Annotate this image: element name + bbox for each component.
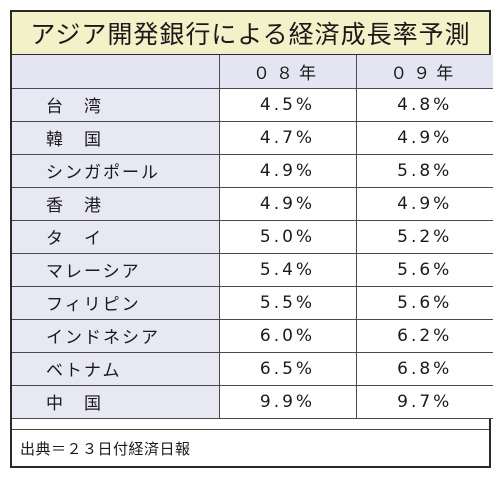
table-row: インドネシア 6.0% 6.2% [12, 318, 493, 353]
value-2008: 5.0% [218, 219, 357, 254]
value-2009: 4.8% [355, 88, 493, 122]
value-2008: 6.0% [218, 318, 357, 353]
value-2009: 5.6% [355, 285, 493, 320]
value-2009: 6.2% [355, 318, 493, 353]
forecast-table-frame: アジア開発銀行による経済成長率予測 ０８年 ０９年 台 湾 4.5% 4.8% … [10, 10, 493, 468]
country-name: ベトナム [12, 351, 220, 386]
country-name: フィリピン [12, 285, 220, 320]
country-name: 韓 国 [12, 120, 220, 155]
value-2008: 5.4% [218, 252, 357, 287]
value-2008: 4.9% [218, 186, 357, 221]
value-2008: 9.9% [218, 384, 357, 419]
country-name: タ イ [12, 219, 220, 254]
country-name: インドネシア [12, 318, 220, 353]
header-label-cell [12, 55, 220, 89]
table-row: フィリピン 5.5% 5.6% [12, 285, 493, 320]
table-row: 台 湾 4.5% 4.8% [12, 88, 493, 122]
value-2008: 4.5% [218, 88, 357, 122]
value-2009: 5.2% [355, 219, 493, 254]
country-name: マレーシア [12, 252, 220, 287]
value-2009: 6.8% [355, 351, 493, 386]
table-row: シンガポール 4.9% 5.8% [12, 153, 493, 188]
country-name: 香 港 [12, 186, 220, 221]
value-2009: 4.9% [355, 186, 493, 221]
value-2008: 6.5% [218, 351, 357, 386]
table-row: タ イ 5.0% 5.2% [12, 219, 493, 254]
country-name: シンガポール [12, 153, 220, 188]
table-row: 韓 国 4.7% 4.9% [12, 120, 493, 155]
header-2009-cell: ０９年 [355, 55, 493, 89]
header-row: ０８年 ０９年 [12, 55, 493, 89]
table-title: アジア開発銀行による経済成長率予測 [12, 12, 489, 55]
table-row: 香 港 4.9% 4.9% [12, 186, 493, 221]
value-2008: 5.5% [218, 285, 357, 320]
country-name: 台 湾 [12, 88, 220, 122]
forecast-table: ０８年 ０９年 台 湾 4.5% 4.8% 韓 国 4.7% 4.9% シンガポ… [12, 55, 493, 419]
value-2009: 4.9% [355, 120, 493, 155]
value-2009: 9.7% [355, 384, 493, 419]
source-note: 出典＝２３日付経済日報 [12, 429, 489, 466]
country-name: 中 国 [12, 384, 220, 419]
value-2008: 4.7% [218, 120, 357, 155]
value-2009: 5.6% [355, 252, 493, 287]
table-row: ベトナム 6.5% 6.8% [12, 351, 493, 386]
value-2008: 4.9% [218, 153, 357, 188]
table-row: マレーシア 5.4% 5.6% [12, 252, 493, 287]
header-2008-cell: ０８年 [218, 55, 357, 89]
table-row: 中 国 9.9% 9.7% [12, 384, 493, 419]
value-2009: 5.8% [355, 153, 493, 188]
